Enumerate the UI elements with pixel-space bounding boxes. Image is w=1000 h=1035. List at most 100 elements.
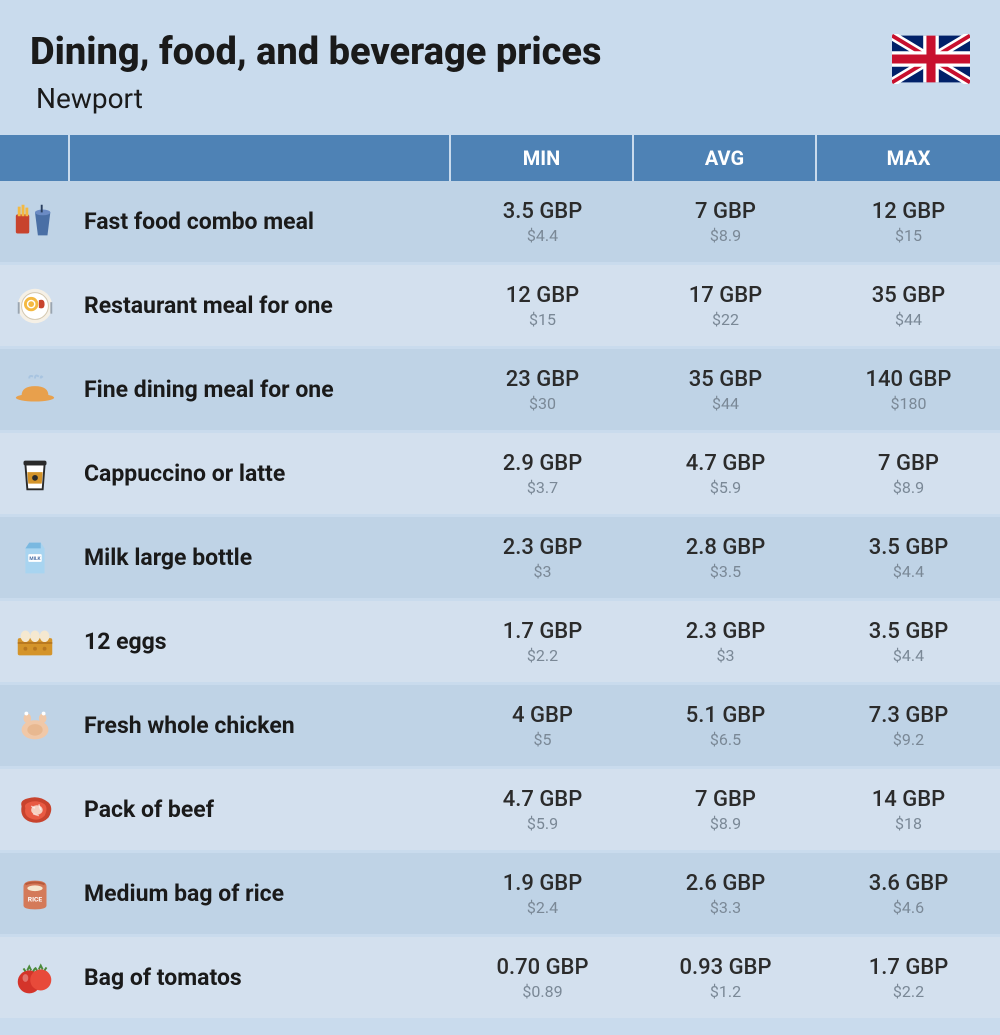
avg-primary: 7 GBP — [695, 787, 756, 812]
min-primary: 4.7 GBP — [503, 787, 583, 812]
min-cell: 4.7 GBP $5.9 — [451, 769, 634, 850]
item-name: Medium bag of rice — [70, 853, 451, 934]
max-cell: 7 GBP$8.9 — [817, 433, 1000, 514]
min-primary: 2.3 GBP — [503, 535, 583, 560]
header: Dining, food, and beverage prices Newpor… — [0, 0, 1000, 135]
min-cell: 2.3 GBP$3 — [451, 517, 634, 598]
min-primary: 1.7 GBP — [503, 619, 583, 644]
min-primary: 3.5 GBP — [503, 199, 583, 224]
avg-secondary: $3.5 — [710, 562, 741, 581]
avg-secondary: $44 — [712, 394, 739, 413]
min-cell: 4 GBP $5 — [451, 685, 634, 766]
max-cell: 1.7 GBP $2.2 — [817, 937, 1000, 1018]
min-secondary: $4.4 — [527, 226, 558, 245]
min-cell: 1.7 GBP$2.2 — [451, 601, 634, 682]
avg-primary: 4.7 GBP — [686, 451, 766, 476]
min-secondary: $2.4 — [527, 898, 558, 917]
avg-cell: 2.6 GBP$3.3 — [634, 853, 817, 934]
min-primary: 12 GBP — [506, 283, 579, 308]
max-secondary: $180 — [891, 394, 927, 413]
max-secondary: $4.4 — [893, 646, 924, 665]
min-primary: 4 GBP — [512, 703, 573, 728]
item-name: Fine dining meal for one — [70, 349, 451, 430]
table-body: Fast food combo meal3.5 GBP$4.47 GBP$8.9… — [0, 181, 1000, 1021]
item-name: 12 eggs — [70, 601, 451, 682]
max-secondary: $4.6 — [893, 898, 924, 917]
page-title: Dining, food, and beverage prices — [30, 30, 892, 74]
max-primary: 140 GBP — [866, 367, 952, 392]
svg-text:RICE: RICE — [28, 895, 43, 903]
avg-cell: 17 GBP $22 — [634, 265, 817, 346]
table-row: Fast food combo meal 3.5 GBP $4.4 7 GBP $8.9… — [0, 181, 1000, 265]
max-secondary: $2.2 — [893, 982, 924, 1001]
header-name-col — [70, 135, 451, 181]
min-secondary: $3.7 — [527, 478, 558, 497]
max-cell: 7.3 GBP$9.2 — [817, 685, 1000, 766]
min-secondary: $5.9 — [527, 814, 558, 833]
max-cell: 12 GBP$15 — [817, 181, 1000, 262]
item-name: Pack of beef — [70, 769, 451, 850]
max-cell: 3.6 GBP $4.6 — [817, 853, 1000, 934]
coffee-icon — [0, 433, 70, 514]
min-cell: 2.9 GBP $3.7 — [451, 433, 634, 514]
min-cell: 0.70 GBP $0.89 — [451, 937, 634, 1018]
min-primary: 2.9 GBP — [503, 451, 583, 476]
price-table: MIN AVG MAX Fast food combo meal 3.5 GBP $… — [0, 135, 1000, 1021]
max-cell: 3.5 GBP $4.4 — [817, 517, 1000, 598]
table-row: 12 eggs1.7 GBP$2.22.3 GBP$33.5 GBP$4.4 — [0, 601, 1000, 685]
max-primary: 35 GBP — [872, 283, 945, 308]
avg-primary: 2.6 GBP — [686, 871, 766, 896]
avg-cell: 2.3 GBP $3 — [634, 601, 817, 682]
table-row: RICEMedium bag of rice1.9 GBP$2.42.6 GBP… — [0, 853, 1000, 937]
max-primary: 7 GBP — [878, 451, 939, 476]
table-row: Bag of tomatos0.70 GBP$0.890.93 GBP$1.21… — [0, 937, 1000, 1021]
header-min: MIN — [451, 135, 634, 181]
min-cell: 3.5 GBP $4.4 — [451, 181, 634, 262]
min-cell: 1.9 GBP$2.4 — [451, 853, 634, 934]
header-icon-col — [0, 135, 70, 181]
avg-cell: 5.1 GBP $6.5 — [634, 685, 817, 766]
min-secondary: $5 — [534, 730, 552, 749]
item-name: Fast food combo meal — [70, 181, 451, 262]
max-cell: 140 GBP $180 — [817, 349, 1000, 430]
fine-dining-icon — [0, 349, 70, 430]
header-max: MAX — [817, 135, 1000, 181]
max-secondary: $9.2 — [893, 730, 924, 749]
max-primary: 3.5 GBP — [869, 535, 949, 560]
svg-text:MILK: MILK — [29, 555, 41, 561]
max-primary: 1.7 GBP — [869, 955, 949, 980]
max-secondary: $44 — [895, 310, 922, 329]
avg-primary: 7 GBP — [695, 199, 756, 224]
avg-primary: 5.1 GBP — [686, 703, 766, 728]
avg-secondary: $8.9 — [710, 226, 741, 245]
beef-icon — [0, 769, 70, 850]
avg-cell: 2.8 GBP $3.5 — [634, 517, 817, 598]
avg-secondary: $6.5 — [710, 730, 741, 749]
table-header: MIN AVG MAX — [0, 135, 1000, 181]
avg-secondary: $3 — [717, 646, 735, 665]
avg-cell: 7 GBP$8.9 — [634, 769, 817, 850]
max-primary: 12 GBP — [872, 199, 945, 224]
min-secondary: $15 — [529, 310, 556, 329]
fast-food-icon — [0, 181, 70, 262]
max-secondary: $4.4 — [893, 562, 924, 581]
min-primary: 23 GBP — [506, 367, 579, 392]
table-row: Fresh whole chicken4 GBP$55.1 GBP$6.57.3… — [0, 685, 1000, 769]
restaurant-icon — [0, 265, 70, 346]
table-row: Fine dining meal for one23 GBP$3035 GBP$… — [0, 349, 1000, 433]
avg-secondary: $22 — [712, 310, 739, 329]
max-secondary: $18 — [895, 814, 922, 833]
table-row: Restaurant meal for one 12 GBP $15 17 GBP $2… — [0, 265, 1000, 349]
min-secondary: $0.89 — [522, 982, 562, 1001]
item-name: Restaurant meal for one — [70, 265, 451, 346]
table-row: Cappuccino or latte2.9 GBP$3.74.7 GBP$5.… — [0, 433, 1000, 517]
min-primary: 0.70 GBP — [496, 955, 588, 980]
min-secondary: $30 — [529, 394, 556, 413]
uk-flag-icon — [892, 34, 970, 84]
avg-primary: 17 GBP — [689, 283, 762, 308]
avg-primary: 2.8 GBP — [686, 535, 766, 560]
avg-primary: 2.3 GBP — [686, 619, 766, 644]
tomatoes-icon — [0, 937, 70, 1018]
eggs-icon — [0, 601, 70, 682]
max-primary: 3.6 GBP — [869, 871, 949, 896]
